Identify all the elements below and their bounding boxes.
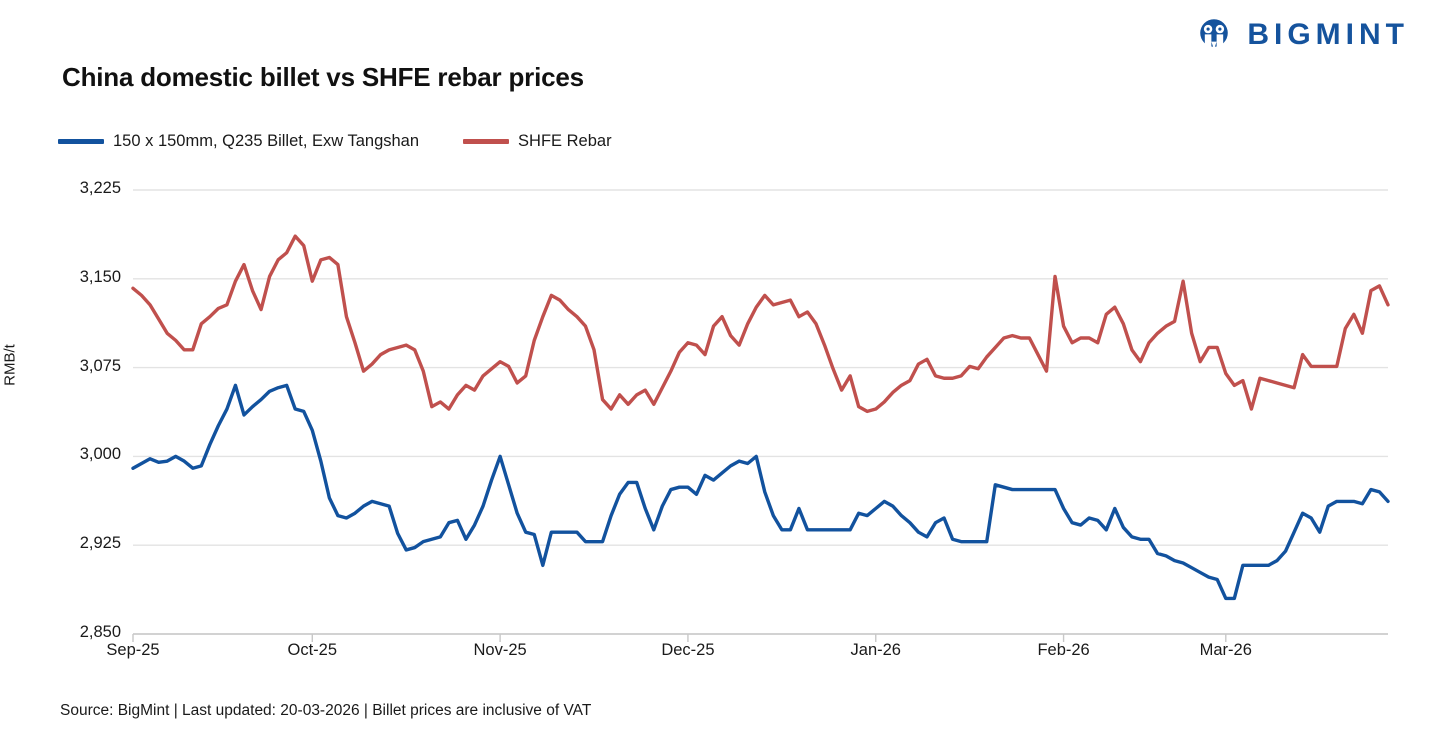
page-title: China domestic billet vs SHFE rebar pric…: [62, 62, 584, 92]
x-axis-tick-label: Oct-25: [287, 641, 338, 659]
bigmint-people-circle-icon: [1200, 19, 1229, 52]
chart-legend: 150 x 150mm, Q235 Billet, Exw Tangshan S…: [58, 132, 612, 151]
x-axis-tick-label: Sep-25: [106, 641, 160, 659]
y-axis-tick-label: 2,925: [79, 534, 121, 553]
legend-swatch-billet: [58, 139, 104, 144]
legend-label-rebar: SHFE Rebar: [518, 132, 612, 150]
y-axis-tick-label: 3,075: [79, 356, 121, 375]
x-axis-tick-label: Dec-25: [661, 641, 715, 659]
brand-name: BIGMINT: [1247, 18, 1409, 51]
legend-item-rebar[interactable]: SHFE Rebar: [463, 132, 612, 151]
x-axis-tick-label: Nov-25: [473, 641, 527, 659]
legend-item-billet[interactable]: 150 x 150mm, Q235 Billet, Exw Tangshan: [58, 132, 419, 151]
source-note: Source: BigMint | Last updated: 20-03-20…: [60, 702, 592, 719]
y-axis-tick-label: 3,000: [79, 445, 121, 464]
brand-logo: BIGMINT: [1193, 14, 1409, 56]
x-axis-tick-label: Mar-26: [1199, 641, 1252, 659]
x-axis-tick-label: Feb-26: [1037, 641, 1090, 659]
x-axis-tick-label: Jan-26: [850, 641, 901, 659]
y-axis-tick-label: 2,850: [79, 623, 121, 641]
y-axis-tick-label: 3,150: [79, 267, 121, 286]
y-axis-tick-label: 3,225: [79, 179, 121, 197]
legend-label-billet: 150 x 150mm, Q235 Billet, Exw Tangshan: [113, 132, 420, 150]
legend-swatch-rebar: [463, 139, 510, 144]
